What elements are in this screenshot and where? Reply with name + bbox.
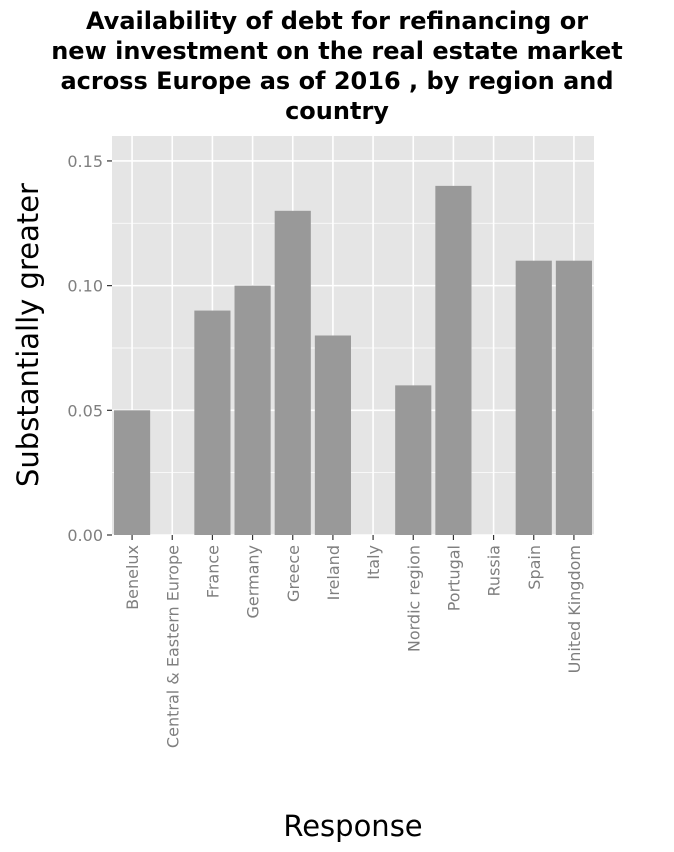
x-tick-label: Greece	[284, 545, 303, 602]
bar-layer	[114, 185, 592, 535]
bar-france	[194, 310, 231, 535]
y-tick-label: 0.10	[67, 277, 103, 296]
chart-title-line-2: new investment on the real estate market	[51, 37, 623, 65]
x-tick-label: Italy	[364, 545, 383, 580]
bar-ireland	[314, 335, 351, 535]
bar-greece	[274, 210, 311, 535]
x-tick-label: Nordic region	[404, 545, 423, 652]
y-tick-label: 0.00	[67, 526, 103, 545]
x-tick-label: Benelux	[123, 545, 142, 610]
y-tick-label: 0.15	[67, 152, 103, 171]
bar-portugal	[435, 185, 472, 535]
y-tick-label: 0.05	[67, 401, 103, 420]
chart-title-line-3: across Europe as of 2016 , by region and	[60, 67, 614, 95]
bar-benelux	[114, 410, 151, 535]
chart-title-line-4: country	[285, 97, 389, 125]
chart-title: Availability of debt for refinancing or …	[0, 6, 674, 126]
y-axis-title: Substantially greater	[11, 183, 45, 487]
x-tick-label: Ireland	[324, 545, 343, 600]
bar-germany	[234, 285, 271, 535]
bar-nordic-region	[395, 385, 432, 535]
bar-united-kingdom	[555, 260, 592, 535]
x-tick-label: Central & Eastern Europe	[163, 545, 182, 748]
x-tick-label: Portugal	[444, 545, 463, 611]
axis-layer: 0.00 0.05 0.10 0.15 Benelux Central & Eastern…	[67, 152, 584, 748]
x-tick-label: France	[203, 545, 222, 598]
plot-panel	[112, 136, 594, 535]
x-tick-label: Spain	[525, 545, 544, 590]
x-axis-title: Response	[283, 809, 422, 843]
x-tick-label: Russia	[485, 545, 504, 596]
chart-title-line-1: Availability of debt for refinancing or	[85, 7, 589, 35]
bar-spain	[515, 260, 552, 535]
x-tick-label: Germany	[244, 545, 263, 619]
x-tick-label: United Kingdom	[565, 545, 584, 673]
